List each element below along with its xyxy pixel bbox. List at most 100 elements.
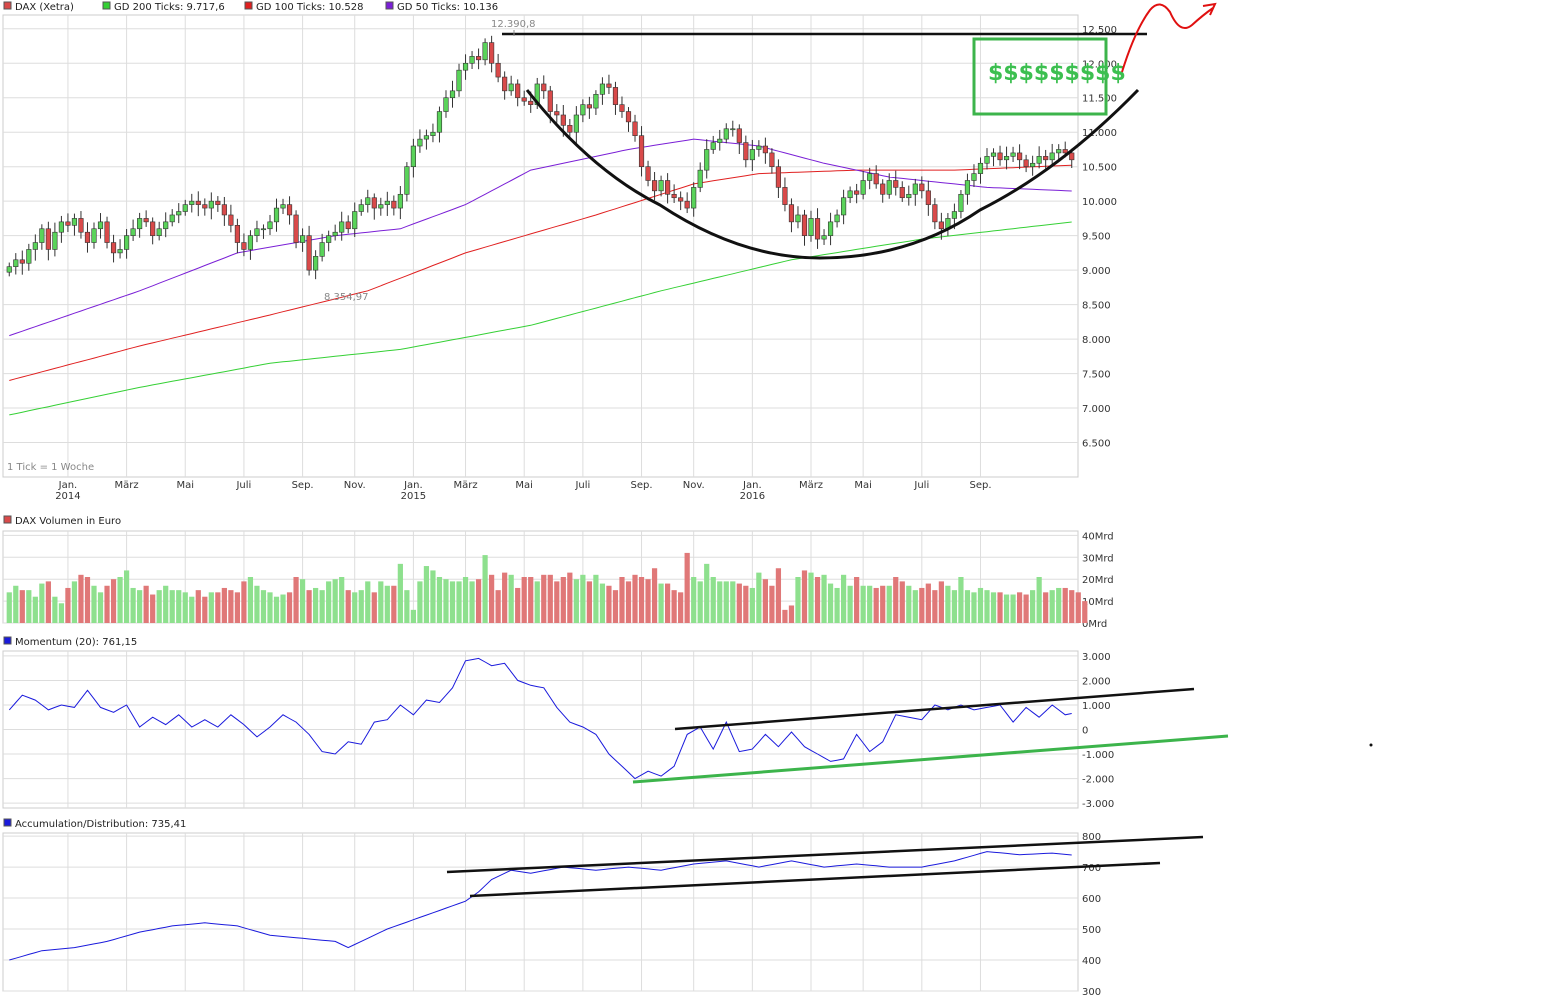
x-month-label: März (799, 480, 823, 491)
volume-bar (489, 574, 495, 623)
volume-bar (6, 592, 12, 623)
momentum-lower-trendline (632, 734, 1229, 784)
volume-bar (671, 590, 677, 623)
candle-body (45, 228, 51, 250)
x-month-label: Jan. (403, 480, 423, 491)
candle-body (339, 221, 345, 233)
volume-bar (208, 592, 214, 623)
candle-body (110, 242, 117, 254)
candle-body (958, 193, 964, 212)
volume-bar (938, 581, 944, 623)
volume-tick-label: 20Mrd (1082, 575, 1114, 586)
volume-bar (1049, 590, 1055, 623)
target-box (972, 37, 1108, 116)
candle-body (1030, 162, 1036, 168)
volume-bar (951, 590, 958, 623)
momentum-upper-trendline (674, 687, 1195, 731)
volume-bar (456, 581, 462, 623)
candle-body (280, 204, 286, 209)
volume-bar (410, 609, 417, 623)
price-tick-label: 7.500 (1082, 370, 1111, 381)
volume-bar (977, 587, 984, 623)
legend-gd100: GD 100 Ticks: 10.528 (256, 2, 364, 13)
accdist-y-axis: 300 400 500 600 700 800 (1082, 832, 1101, 997)
candle-body (638, 135, 645, 168)
volume-bar (541, 574, 547, 623)
volume-bar (345, 590, 351, 623)
candle-body (1036, 156, 1042, 164)
candle-body (13, 259, 19, 267)
momentum-tick-label: 3.000 (1082, 652, 1111, 663)
volume-bar (326, 581, 332, 623)
volume-bar (397, 563, 403, 623)
candle-body (645, 166, 651, 181)
volume-bar (189, 596, 195, 623)
legend-gd200: GD 200 Ticks: 9.717,6 (114, 2, 225, 13)
volume-bar (215, 592, 221, 623)
candle-body (254, 228, 260, 236)
candle-body (880, 183, 886, 195)
volume-bar (404, 590, 410, 623)
candle-body (332, 231, 338, 236)
volume-bar (1056, 587, 1062, 623)
candle-body (593, 93, 599, 109)
high-label: 12.390,8 (491, 19, 536, 30)
candle-body (215, 200, 221, 205)
volume-bar (65, 587, 71, 623)
candle-body (554, 111, 560, 116)
legend-swatch-gd100 (244, 1, 253, 10)
volume-bar (52, 596, 58, 623)
candle-body (723, 128, 729, 140)
volume-bar (32, 596, 38, 623)
candle-body (730, 128, 736, 131)
candle-body (619, 104, 625, 112)
volume-bar (912, 590, 918, 623)
momentum-grid (3, 651, 1078, 808)
legend-volume: DAX Volumen in Euro (15, 516, 121, 527)
price-tick-label: 7.000 (1082, 404, 1111, 415)
volume-bar (150, 594, 156, 623)
candle-body (208, 200, 214, 209)
candle-body (247, 235, 254, 250)
volume-bar (143, 585, 149, 623)
volume-bar (449, 581, 456, 623)
volume-bar (1030, 590, 1036, 623)
candle-body (345, 221, 351, 230)
volume-bar (260, 590, 267, 623)
candle-body (202, 204, 208, 209)
candle-body (665, 180, 671, 195)
candle-body (326, 235, 332, 243)
volume-bar (482, 555, 488, 623)
candle-body (893, 180, 899, 188)
candle-body (130, 228, 136, 236)
volume-bar (827, 583, 834, 623)
volume-bar (586, 581, 592, 623)
candle-body (1043, 156, 1049, 161)
candle-body (834, 214, 840, 223)
volume-bar (241, 581, 247, 623)
candle-body (384, 200, 390, 205)
volume-bar (462, 577, 469, 623)
volume-bar (273, 596, 280, 623)
legend-gd50: GD 50 Ticks: 10.136 (397, 2, 498, 13)
candle-body (769, 152, 775, 168)
volume-bar (880, 585, 886, 623)
volume-bar (469, 581, 475, 623)
accdist-tick-label: 600 (1082, 894, 1101, 905)
candle-body (117, 249, 123, 254)
candle-body (71, 218, 78, 226)
candle-body (352, 211, 358, 230)
volume-bar (534, 581, 540, 623)
candle-body (573, 114, 579, 133)
volume-bar (1062, 587, 1068, 623)
volume-bar (651, 568, 658, 623)
volume-tick-label: 0Mrd (1082, 619, 1107, 630)
volume-bar (678, 592, 684, 623)
volume-bar (91, 585, 97, 623)
candle-body (65, 221, 71, 226)
candle-body (137, 218, 143, 230)
candle-body (404, 166, 410, 195)
candle-body (984, 156, 990, 164)
price-tick-label: 10.000 (1082, 197, 1117, 208)
price-legend: DAX (Xetra) GD 200 Ticks: 9.717,6 GD 100… (3, 1, 498, 13)
